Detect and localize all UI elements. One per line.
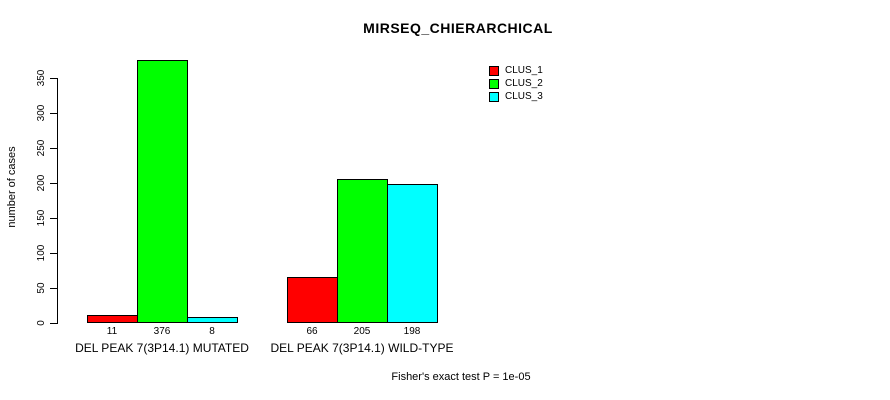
legend-item-clus_3: CLUS_3 (489, 90, 543, 103)
legend-swatch (489, 65, 499, 76)
y-axis-tick (50, 218, 58, 219)
bar-value-label: 8 (209, 326, 215, 337)
legend-swatch (489, 91, 499, 102)
legend: CLUS_1 CLUS_2 CLUS_3 (489, 64, 543, 103)
y-axis-tick-label: 50 (36, 282, 47, 294)
y-axis-tick (50, 288, 58, 289)
bar-value-label: 66 (306, 326, 318, 337)
y-axis-tick (50, 78, 58, 79)
legend-item-clus_1: CLUS_1 (489, 64, 543, 77)
bar-clus_3-group2 (387, 184, 438, 323)
bar-value-label: 198 (403, 326, 421, 337)
x-axis-group-label: DEL PEAK 7(3P14.1) WILD-TYPE (270, 341, 454, 355)
bar-clus_2-group1 (137, 60, 188, 323)
bar-clus_1-group1 (87, 315, 138, 323)
y-axis-tick (50, 113, 58, 114)
y-axis-line (57, 78, 58, 324)
bar-clus_2-group2 (337, 179, 388, 323)
y-axis-label: number of cases (6, 146, 18, 228)
stat-annotation: Fisher's exact test P = 1e-05 (391, 371, 531, 383)
bar-value-label: 376 (153, 326, 171, 337)
y-axis-tick (50, 148, 58, 149)
bar-clus_1-group2 (287, 277, 338, 323)
y-axis-tick-label: 150 (36, 209, 47, 227)
y-axis-tick-label: 350 (36, 69, 47, 87)
bar-value-label: 205 (353, 326, 371, 337)
bar-value-label: 11 (106, 326, 118, 337)
legend-label: CLUS_2 (505, 78, 543, 89)
y-axis-tick (50, 183, 58, 184)
legend-item-clus_2: CLUS_2 (489, 77, 543, 90)
y-axis-tick (50, 323, 58, 324)
y-axis-tick-label: 100 (36, 244, 47, 262)
x-axis-group-label: DEL PEAK 7(3P14.1) MUTATED (75, 341, 249, 355)
y-axis-tick-label: 300 (36, 104, 47, 122)
y-axis-tick-label: 200 (36, 174, 47, 192)
y-axis-tick-label: 250 (36, 139, 47, 157)
legend-label: CLUS_1 (505, 65, 543, 76)
bar-clus_3-group1 (187, 317, 238, 323)
legend-swatch (489, 78, 499, 89)
chart-title: MIRSEQ_CHIERARCHICAL (363, 20, 553, 36)
y-axis-tick (50, 253, 58, 254)
y-axis-tick-label: 0 (36, 320, 47, 326)
legend-label: CLUS_3 (505, 91, 543, 102)
